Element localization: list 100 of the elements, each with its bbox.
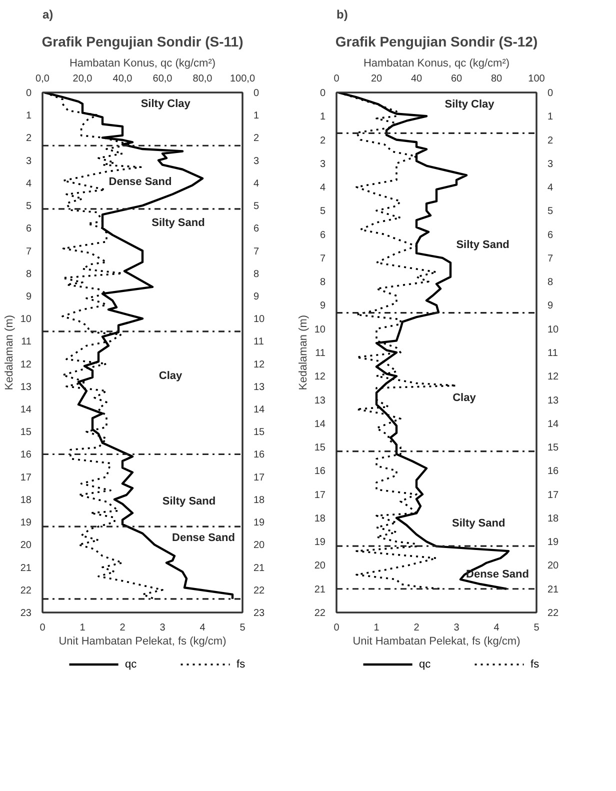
legend-label: qc [125,658,138,670]
y2-tick-label: 8 [548,277,554,288]
y2-tick-label: 8 [254,268,260,280]
annotation: Silty Sand [152,216,205,229]
y2-tick-label: 21 [548,584,560,596]
y-tick-label: 5 [320,206,326,218]
y-tick-label: 20 [314,560,326,572]
annotation: Silty Sand [456,238,510,251]
x2-tick-label: 80,0 [192,74,213,84]
y2-tick-label: 13 [548,395,560,406]
y-axis-title: Kedalaman (m) [3,314,16,390]
annotation: Silty Clay [140,98,192,110]
x-tick-label: 4 [494,622,500,634]
y2-tick-label: 3 [548,158,554,170]
text: b) [336,8,348,22]
y2-tick-label: 4 [548,182,554,194]
x-tick-label: 3 [454,622,460,634]
y-tick-label: 11 [21,336,32,348]
y2-tick-label: 5 [254,201,260,212]
x2-axis-title: Hambatan Konus, qc (kg/cm²) [69,58,216,70]
y2-tick-label: 21 [254,562,266,574]
y2-tick-label: 0 [254,88,260,99]
y2-tick-label: 3 [254,156,260,167]
annotation: Clay [158,370,183,382]
x-tick-label: 1 [374,622,380,634]
y2-tick-label: 13 [254,382,266,393]
y-tick-label: 18 [314,513,326,524]
y-tick-label: 16 [314,466,326,478]
y-tick-label: 11 [315,348,326,359]
y2-tick-label: 19 [254,518,266,529]
y-tick-label: 0 [26,88,32,99]
y2-tick-label: 11 [548,348,558,359]
y2-tick-label: 15 [254,427,266,438]
y2-tick-label: 2 [254,133,260,144]
y2-tick-label: 6 [548,230,554,241]
x-axis-title: Unit Hambatan Pelekat, fs (kg/cm) [352,636,520,648]
annotation: Dense Sand [466,568,529,581]
y2-tick-label: 10 [254,314,266,326]
legend-label: qc [419,658,432,670]
chart-title: Grafik Pengujian Sondir (S-11) [42,34,244,50]
y-tick-label: 22 [20,585,32,596]
y-tick-label: 5 [26,201,32,212]
y-tick-label: 8 [320,277,326,288]
y-tick-label: 22 [314,608,326,619]
x-tick-label: 3 [160,622,166,634]
y2-tick-label: 4 [254,178,260,190]
y2-tick-label: 2 [548,135,554,146]
x-tick-label: 0 [40,622,46,634]
y2-tick-label: 9 [254,291,260,302]
y2-tick-label: 16 [548,466,560,478]
annotation: Clay [452,392,477,404]
annotation: Silty Clay [444,98,496,110]
y2-tick-label: 10 [548,324,560,336]
x2-tick-label: 40,0 [112,74,133,84]
y-tick-label: 14 [314,418,326,430]
x2-tick-label: 60,0 [152,74,173,84]
y-tick-label: 17 [314,490,326,501]
y-tick-label: 17 [20,472,32,484]
y2-tick-label: 15 [548,442,560,454]
y-tick-label: 7 [26,246,32,258]
y-tick-label: 21 [314,584,326,596]
y-tick-label: 21 [20,562,32,574]
x-tick-label: 2 [120,622,126,634]
y-tick-label: 1 [320,112,326,123]
x2-tick-label: 60 [450,74,462,84]
y-tick-label: 7 [320,253,326,264]
y2-tick-label: 20 [254,540,266,552]
y-tick-label: 8 [26,268,32,280]
y-tick-label: 4 [26,178,32,190]
y-tick-label: 12 [314,372,326,383]
y2-tick-label: 0 [548,88,554,99]
y-tick-label: 4 [320,182,326,194]
y-tick-label: 16 [20,450,32,461]
y-tick-label: 6 [26,224,32,235]
x2-axis-title: Hambatan Konus, qc (kg/cm²) [363,58,510,70]
legend-label: fs [530,658,540,670]
y2-tick-label: 12 [548,372,560,383]
y-axis-title: Kedalaman (m) [297,314,310,390]
x-tick-label: 1 [80,622,86,634]
y2-tick-label: 7 [548,253,554,264]
annotation: Silty Sand [162,495,216,508]
annotation: Dense Sand [172,532,235,544]
y-tick-label: 1 [26,110,32,122]
x2-tick-label: 0,0 [36,74,50,84]
y-tick-label: 19 [314,537,326,548]
text: a) [42,8,54,22]
y-tick-label: 3 [26,156,32,167]
y2-tick-label: 14 [254,404,266,416]
x-tick-label: 2 [414,622,420,634]
y-tick-label: 3 [320,158,326,170]
y-tick-label: 6 [320,230,326,241]
x2-tick-label: 40 [410,74,422,84]
y2-tick-label: 18 [548,513,560,524]
y2-tick-label: 17 [254,472,266,484]
y2-tick-label: 16 [254,450,266,461]
y2-tick-label: 14 [548,418,560,430]
y2-tick-label: 6 [254,224,260,235]
y-tick-label: 10 [314,324,326,336]
y2-tick-label: 1 [548,112,554,123]
y2-tick-label: 23 [254,608,266,619]
